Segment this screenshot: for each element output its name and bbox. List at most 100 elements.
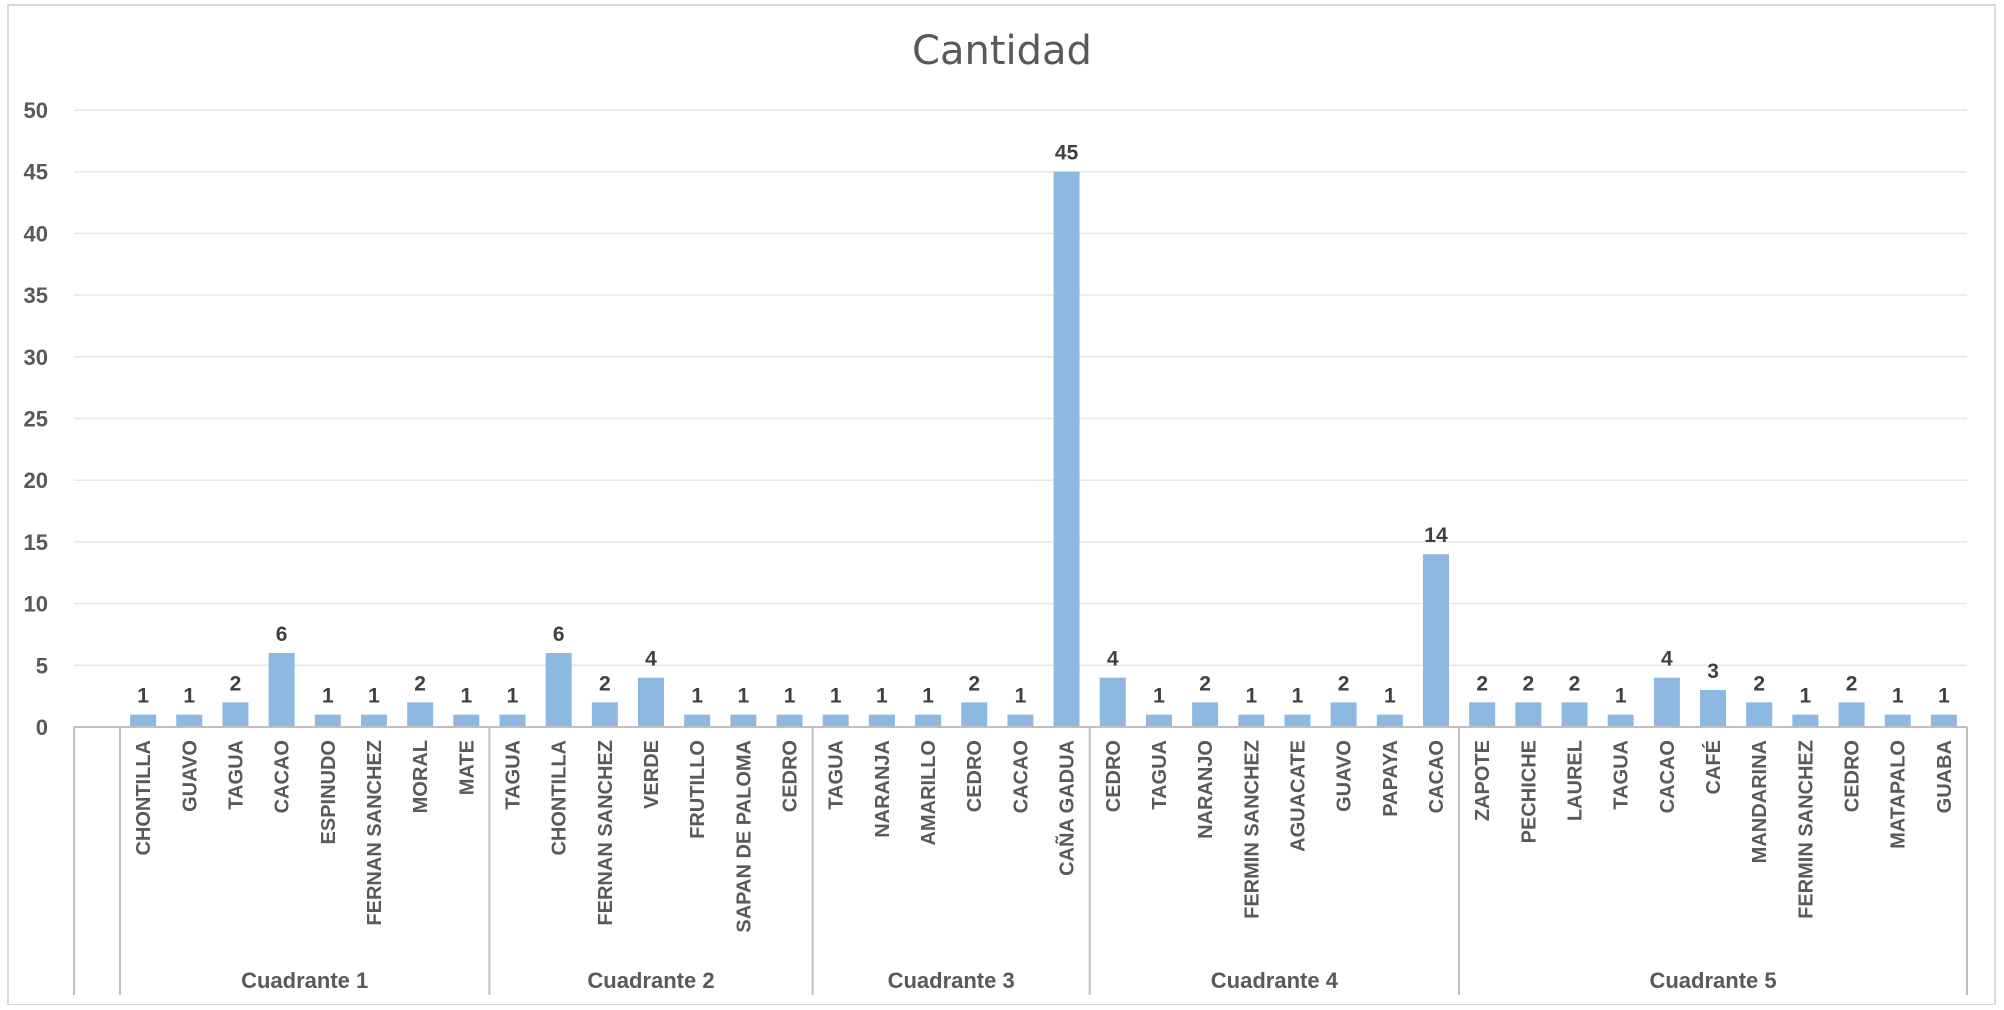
x-category-label: FERMIN SANCHEZ — [1241, 740, 1263, 919]
x-category-label: PAPAYA — [1380, 740, 1402, 817]
bar — [1145, 714, 1172, 727]
x-category-label: TAGUA — [826, 740, 848, 810]
y-tick-label: 35 — [24, 283, 48, 308]
y-tick-label: 15 — [24, 530, 48, 555]
data-label: 6 — [276, 623, 288, 646]
x-category-label: TAGUA — [1611, 740, 1633, 810]
bar — [1607, 714, 1634, 727]
data-label: 2 — [1569, 672, 1581, 695]
bar — [499, 714, 526, 727]
x-group-label: Cuadrante 2 — [587, 968, 714, 993]
bar — [268, 652, 295, 727]
bar — [1422, 554, 1449, 727]
data-label: 2 — [1522, 672, 1534, 695]
y-tick-label: 10 — [24, 592, 48, 617]
bar — [407, 702, 434, 727]
x-category-label: CEDRO — [780, 740, 802, 812]
x-category-label: NARANJO — [1195, 740, 1217, 839]
x-category-label: CEDRO — [964, 740, 986, 812]
data-label: 1 — [1892, 685, 1904, 708]
x-category-label: GUABA — [1934, 740, 1956, 813]
data-label: 1 — [876, 685, 888, 708]
x-category-label: VERDE — [641, 740, 663, 809]
data-label: 1 — [1245, 685, 1257, 708]
bar — [1930, 714, 1957, 727]
x-category-label: TAGUA — [1149, 740, 1171, 810]
y-tick-label: 5 — [36, 653, 48, 678]
x-category-label: FERMIN SANCHEZ — [1795, 740, 1817, 919]
bar — [1053, 171, 1080, 727]
bar — [730, 714, 757, 727]
x-category-label: MANDARINA — [1749, 740, 1771, 863]
bar — [915, 714, 942, 727]
data-label: 1 — [460, 685, 472, 708]
bar — [961, 702, 988, 727]
x-category-label: ZAPOTE — [1472, 740, 1494, 821]
x-category-label: FERNAN SANCHEZ — [595, 740, 617, 926]
data-label: 6 — [553, 623, 565, 646]
x-group-label: Cuadrante 5 — [1649, 968, 1776, 993]
y-tick-label: 25 — [24, 407, 48, 432]
y-tick-label: 30 — [24, 345, 48, 370]
data-label: 1 — [507, 685, 519, 708]
x-category-label: MATE — [456, 740, 478, 795]
x-category-label: AGUACATE — [1287, 740, 1309, 852]
bar — [1330, 702, 1357, 727]
data-label: 1 — [137, 685, 149, 708]
data-label: 2 — [1846, 672, 1858, 695]
x-category-label: MORAL — [410, 740, 432, 813]
bar — [453, 714, 480, 727]
data-label: 1 — [1292, 685, 1304, 708]
x-group-label: Cuadrante 1 — [241, 968, 368, 993]
bar — [1192, 702, 1219, 727]
data-label: 1 — [738, 685, 750, 708]
data-label: 2 — [1476, 672, 1488, 695]
x-group-label: Cuadrante 3 — [888, 968, 1015, 993]
y-tick-label: 45 — [24, 160, 48, 185]
x-category-label: FRUTILLO — [687, 740, 709, 839]
bar — [1469, 702, 1496, 727]
data-label: 4 — [1661, 648, 1673, 671]
x-category-label: CACAO — [1426, 740, 1448, 813]
data-label: 1 — [922, 685, 934, 708]
bar — [1792, 714, 1819, 727]
data-label: 4 — [1107, 648, 1119, 671]
data-label: 1 — [1938, 685, 1950, 708]
data-label: 2 — [1753, 672, 1765, 695]
x-category-label: CACAO — [272, 740, 294, 813]
x-category-label: CEDRO — [1103, 740, 1125, 812]
x-category-label: PECHICHE — [1518, 740, 1540, 843]
x-category-label: CHONTILLA — [549, 740, 571, 856]
x-category-label: TAGUA — [225, 740, 247, 810]
data-label: 1 — [1615, 685, 1627, 708]
data-label: 2 — [968, 672, 980, 695]
bar — [1099, 677, 1126, 727]
data-label: 14 — [1424, 524, 1448, 547]
data-label: 1 — [830, 685, 842, 708]
bar — [1238, 714, 1265, 727]
bar — [176, 714, 203, 727]
data-label: 1 — [1153, 685, 1165, 708]
bar — [1284, 714, 1311, 727]
x-category-label: CAFÉ — [1702, 740, 1725, 794]
bar — [1515, 702, 1542, 727]
bar — [868, 714, 895, 727]
data-label: 1 — [691, 685, 703, 708]
data-label: 2 — [1199, 672, 1211, 695]
data-label: 2 — [414, 672, 426, 695]
y-tick-label: 20 — [24, 468, 48, 493]
data-label: 1 — [322, 685, 334, 708]
data-label: 1 — [1800, 685, 1812, 708]
bar — [222, 702, 249, 727]
data-label: 1 — [784, 685, 796, 708]
bar — [822, 714, 849, 727]
data-label: 2 — [1338, 672, 1350, 695]
bar — [1653, 677, 1680, 727]
bar — [130, 714, 157, 727]
x-category-label: AMARILLO — [918, 740, 940, 846]
x-group-label: Cuadrante 4 — [1211, 968, 1339, 993]
x-category-label: LAUREL — [1565, 740, 1587, 821]
